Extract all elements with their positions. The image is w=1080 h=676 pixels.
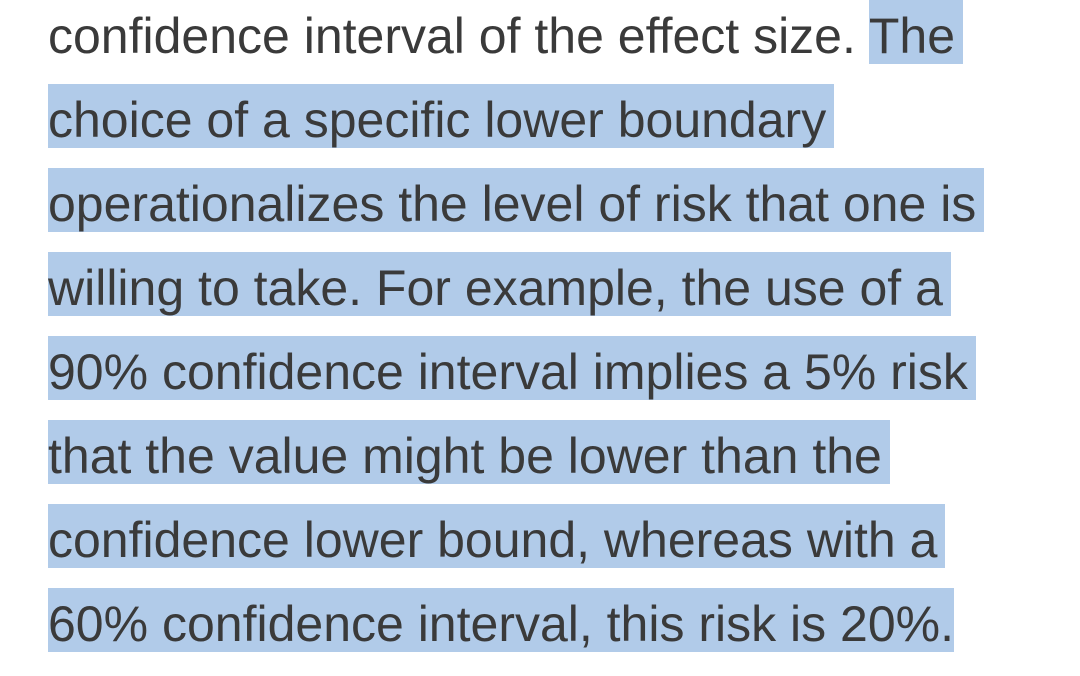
unselected-text: confidence interval of the effect size. <box>48 8 869 64</box>
text-line: choice of a specific lower boundary <box>48 78 1080 162</box>
selected-text: willing to take. For example, the use of… <box>48 252 951 316</box>
text-line: that the value might be lower than the <box>48 414 1080 498</box>
text-page: confidence interval of the effect size. … <box>48 0 1080 666</box>
text-line: confidence interval of the effect size. … <box>48 0 1080 78</box>
selected-text: confidence lower bound, whereas with a <box>48 504 946 568</box>
selected-text: 60% confidence interval, this risk is 20… <box>48 588 954 652</box>
selected-text: 90% confidence interval implies a 5% ris… <box>48 336 976 400</box>
selected-text: that the value might be lower than the <box>48 420 890 484</box>
selected-text: choice of a specific lower boundary <box>48 84 835 148</box>
text-line: 90% confidence interval implies a 5% ris… <box>48 330 1080 414</box>
selected-text: operationalizes the level of risk that o… <box>48 168 985 232</box>
text-line: willing to take. For example, the use of… <box>48 246 1080 330</box>
selected-text: The <box>868 0 964 64</box>
text-line: operationalizes the level of risk that o… <box>48 162 1080 246</box>
text-line: 60% confidence interval, this risk is 20… <box>48 582 1080 666</box>
text-line: confidence lower bound, whereas with a <box>48 498 1080 582</box>
